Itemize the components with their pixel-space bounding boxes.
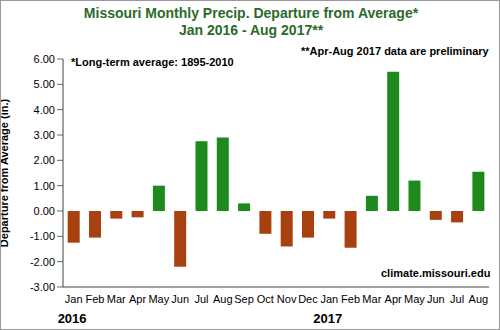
svg-text:2.00: 2.00 [34,154,55,166]
svg-text:Jul: Jul [194,293,208,305]
html-text:Jan 2016 - Aug 2017**: Jan 2016 - Aug 2017** [178,22,324,38]
html-text:**Apr-Aug 2017 data are prelim: **Apr-Aug 2017 data are preliminary [301,45,489,57]
svg-text:Feb: Feb [341,293,360,305]
svg-text:Aug: Aug [469,293,489,305]
svg-text:May: May [148,293,169,305]
svg-text:Dec: Dec [298,293,318,305]
svg-text:Feb: Feb [85,293,104,305]
svg-text:Jan: Jan [320,293,338,305]
svg-text:6.00: 6.00 [34,53,55,65]
svg-text:Oct: Oct [257,293,274,305]
svg-text:-1.00: -1.00 [30,230,55,242]
svg-text:Jul: Jul [450,293,464,305]
svg-text:Apr: Apr [385,293,402,305]
svg-text:Jun: Jun [427,293,445,305]
html-text:Missouri Monthly Precip. Depar: Missouri Monthly Precip. Departure from … [83,5,419,21]
svg-text:-3.00: -3.00 [30,281,55,293]
svg-text:Apr: Apr [129,293,146,305]
html-text:2016: 2016 [57,311,87,326]
svg-text:0.00: 0.00 [34,205,55,217]
svg-text:Jan: Jan [65,293,83,305]
svg-text:Nov: Nov [277,293,297,305]
svg-text:3.00: 3.00 [34,129,55,141]
svg-text:Departure from Average (in.): Departure from Average (in.) [8,98,10,247]
svg-text:Jun: Jun [171,293,189,305]
svg-text:Sep: Sep [234,293,254,305]
svg-text:Aug: Aug [213,293,233,305]
html-text:*Long-term average: 1895-2010: *Long-term average: 1895-2010 [71,56,234,68]
html-text:2017: 2017 [313,311,343,326]
svg-text:5.00: 5.00 [34,78,55,90]
svg-text:May: May [404,293,425,305]
html-text:climate.missouri.edu: climate.missouri.edu [381,267,491,279]
svg-text:-2.00: -2.00 [30,256,55,268]
svg-text:Mar: Mar [107,293,126,305]
svg-text:4.00: 4.00 [34,104,55,116]
svg-text:1.00: 1.00 [34,180,55,192]
svg-text:Mar: Mar [362,293,381,305]
